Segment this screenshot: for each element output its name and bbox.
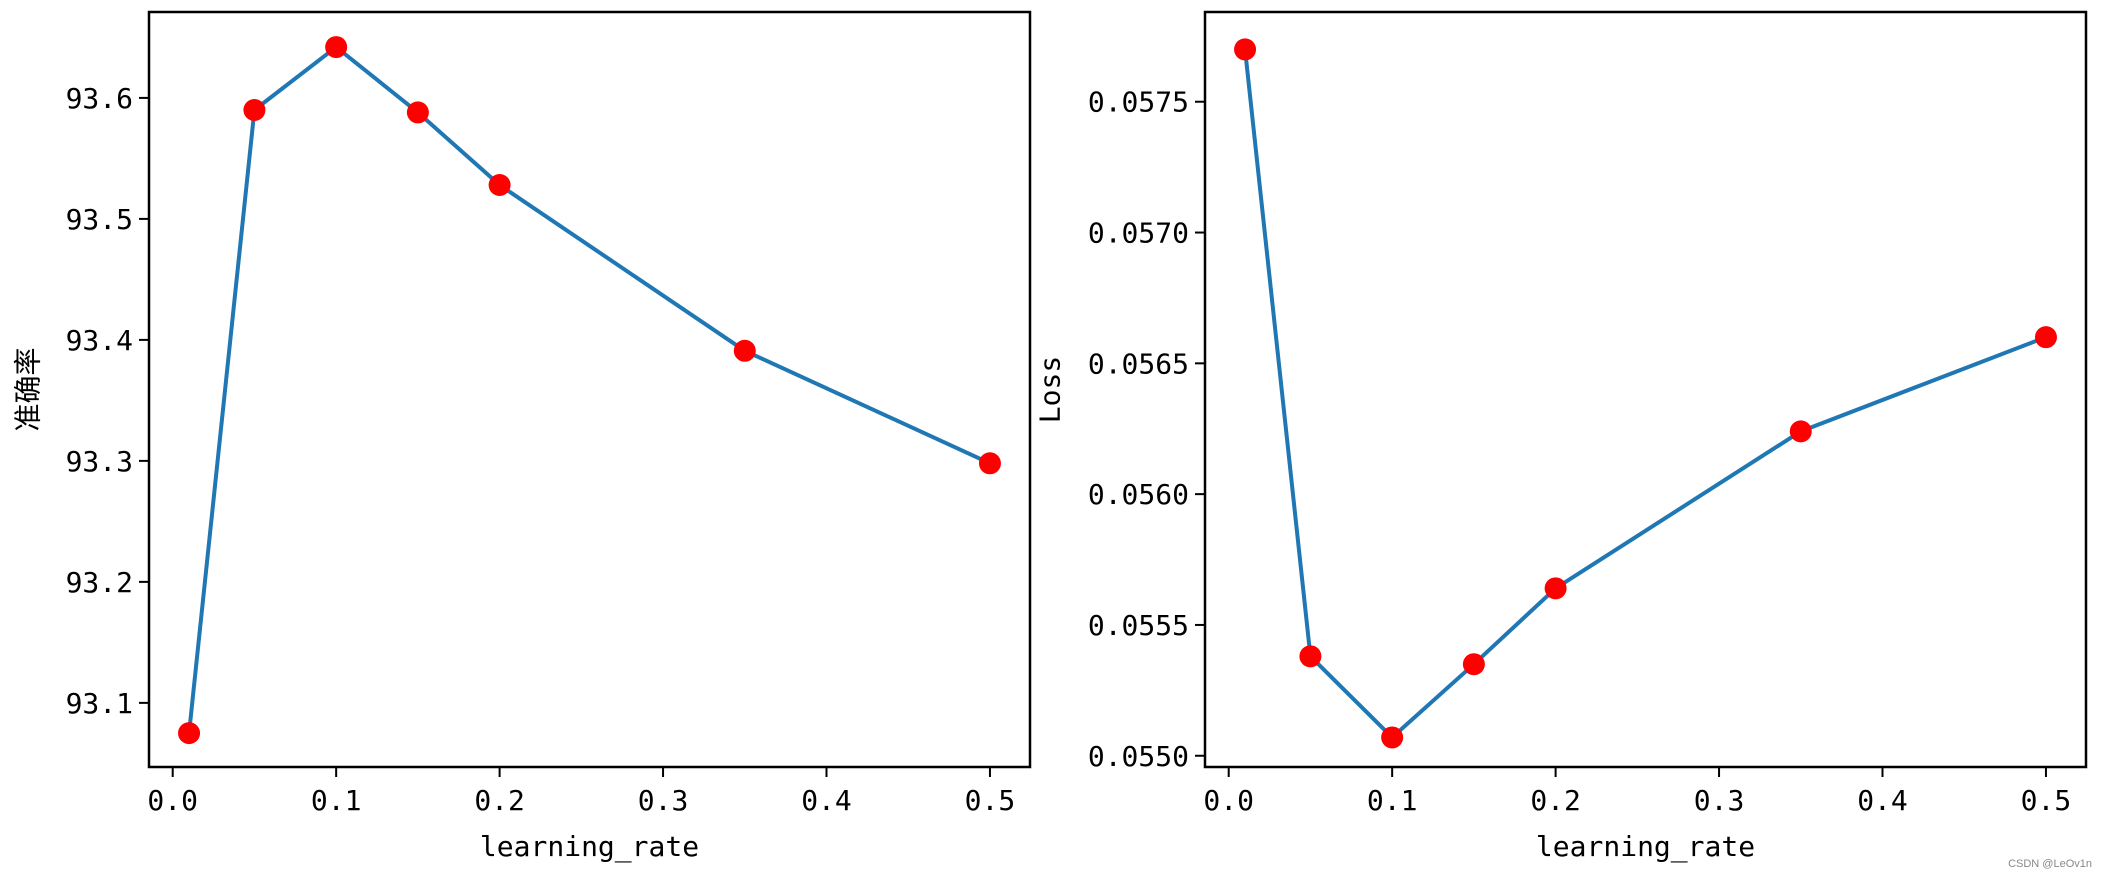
x-tick-label: 0.3 xyxy=(638,784,689,817)
axes-frame xyxy=(1203,10,2088,769)
x-tick-label: 0.3 xyxy=(1694,784,1745,817)
data-point xyxy=(406,101,429,124)
y-tick-label: 0.0560 xyxy=(1088,478,1189,511)
y-tick-label: 0.0565 xyxy=(1088,347,1189,380)
y-tick-label: 0.0555 xyxy=(1088,609,1189,642)
data-point xyxy=(1299,645,1322,668)
data-point xyxy=(178,722,201,745)
series-line xyxy=(1243,47,2048,740)
x-tick-label: 0.0 xyxy=(147,784,198,817)
y-tick-label: 93.4 xyxy=(66,324,133,357)
y-tick-label: 93.6 xyxy=(66,82,133,115)
y-tick-label: 0.0575 xyxy=(1088,86,1189,119)
watermark-text: CSDN @LeOv1n xyxy=(2008,858,2092,870)
x-axis-label: learning_rate xyxy=(1536,830,1755,864)
x-tick-label: 0.4 xyxy=(1857,784,1908,817)
y-tick-label: 93.2 xyxy=(66,566,133,599)
data-point xyxy=(978,452,1001,475)
y-tick-label: 0.0570 xyxy=(1088,217,1189,250)
data-point xyxy=(1462,653,1485,676)
y-tick-label: 93.1 xyxy=(66,687,133,720)
x-tick-label: 0.2 xyxy=(1530,784,1581,817)
data-point xyxy=(2034,326,2057,349)
y-tick-label: 0.0550 xyxy=(1088,740,1189,773)
x-tick-label: 0.5 xyxy=(965,784,1016,817)
x-tick-label: 0.4 xyxy=(801,784,852,817)
data-point xyxy=(1381,726,1404,749)
x-tick-label: 0.1 xyxy=(1367,784,1418,817)
y-axis-label: 准确率 xyxy=(12,347,45,431)
chart-panel-2: 0.0 0.1 0.2 0.3 0.4 0.5 0.0550 0.0555 0.0560 0.05… xyxy=(1034,10,2088,864)
data-point xyxy=(1234,38,1257,61)
data-point xyxy=(325,36,348,59)
data-point xyxy=(1789,420,1812,443)
x-tick-label: 0.1 xyxy=(311,784,362,817)
data-point xyxy=(488,174,511,197)
axes-frame xyxy=(147,10,1032,769)
x-tick-label: 0.2 xyxy=(474,784,525,817)
chart-panel-1: 0.0 0.1 0.2 0.3 0.4 0.5 93.1 93.2 93.3 93.4 93.5 93… xyxy=(12,10,1032,864)
data-point xyxy=(1544,577,1567,600)
x-tick-label: 0.5 xyxy=(2021,784,2072,817)
y-axis-label: Loss xyxy=(1034,356,1067,423)
data-point xyxy=(243,99,266,122)
y-tick-label: 93.5 xyxy=(66,203,133,236)
y-tick-label: 93.3 xyxy=(66,445,133,478)
x-axis-label: learning_rate xyxy=(480,830,699,864)
series-line xyxy=(187,45,992,736)
x-tick-label: 0.0 xyxy=(1203,784,1254,817)
data-point xyxy=(733,339,756,362)
